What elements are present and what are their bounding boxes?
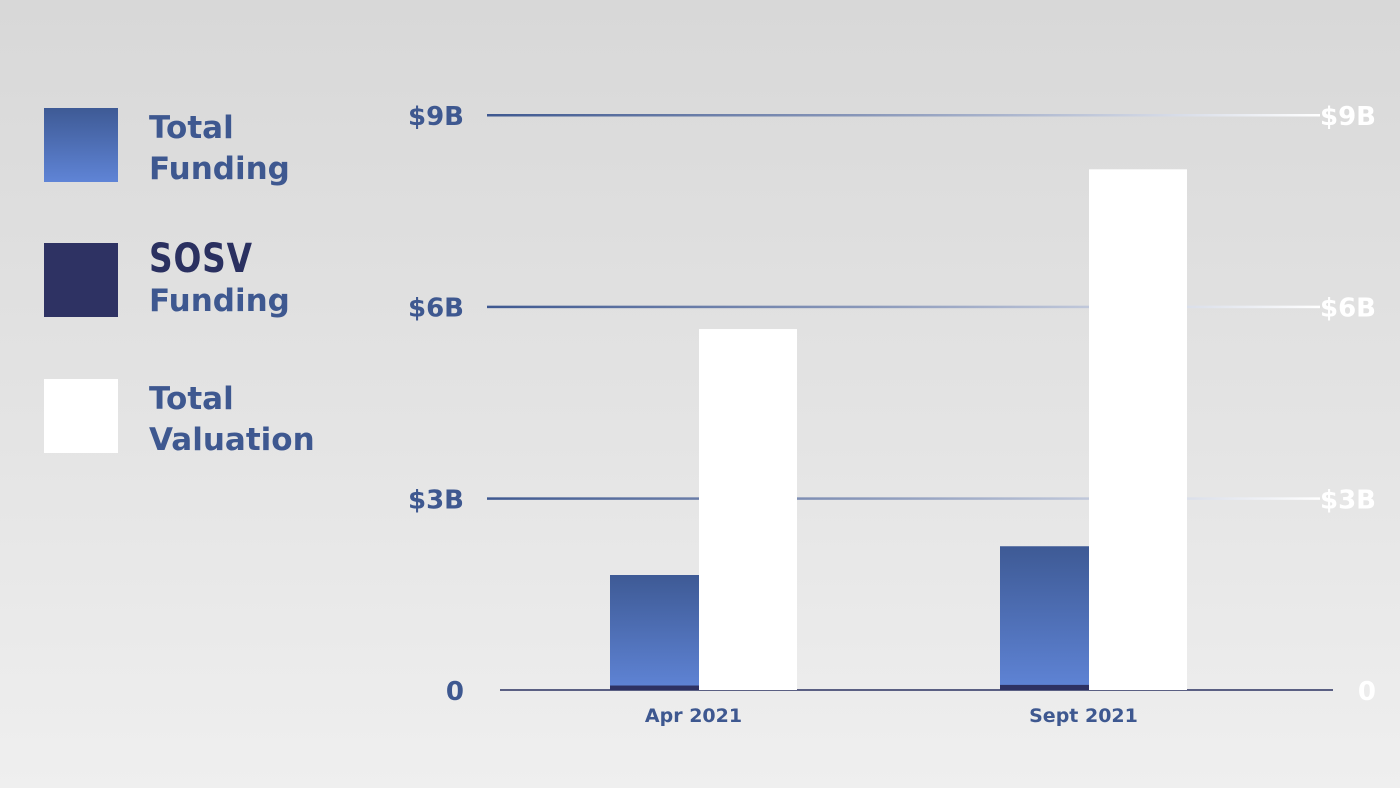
y-tick-label-left: $6B (408, 294, 464, 324)
axis-labels: 0 0 $3B $3B $6B $6B $9B $9B Apr 2021 Sept 2021 (408, 102, 1376, 727)
x-category-label: Apr 2021 (645, 705, 742, 727)
bars (610, 169, 1187, 691)
legend-label-line2: Funding (149, 283, 290, 319)
y-tick-label-left: $3B (408, 485, 464, 515)
gridline (487, 497, 1320, 500)
legend-swatch-total-valuation (44, 379, 118, 453)
legend-item-total-funding: Total Funding (44, 108, 344, 188)
x-category-label: Sept 2021 (1029, 705, 1138, 727)
legend-item-sosv-funding: SOSV Funding (44, 237, 344, 323)
sosv-logo: SOSV (149, 236, 253, 282)
legend-label-total-valuation: Total Valuation (149, 379, 369, 461)
legend-label-line2: Valuation (149, 422, 315, 458)
bar-total-valuation (1089, 169, 1187, 691)
legend-label-sosv-funding: SOSV Funding (149, 237, 369, 322)
legend-swatch-sosv-funding (44, 243, 118, 317)
gridline (487, 114, 1320, 117)
y-tick-label-right: 0 (1358, 677, 1376, 707)
legend-label-line1: Total (149, 381, 234, 417)
legend-swatch-total-funding (44, 108, 118, 182)
legend-label-line2: Funding (149, 151, 290, 187)
y-tick-label-right: $9B (1320, 102, 1376, 132)
y-tick-label-right: $3B (1320, 485, 1376, 515)
chart-legend: Total Funding SOSV Funding Total Valuati… (0, 0, 340, 788)
bar-total-funding (1000, 546, 1089, 690)
y-tick-label-left: $9B (408, 102, 464, 132)
legend-label-total-funding: Total Funding (149, 108, 369, 190)
y-tick-label-right: $6B (1320, 294, 1376, 324)
legend-item-total-valuation: Total Valuation (44, 379, 344, 459)
bar-sosv-funding (1000, 684, 1089, 690)
bar-total-funding (610, 575, 699, 690)
gridline (487, 305, 1320, 309)
y-tick-label-left: 0 (446, 677, 464, 707)
bar-sosv-funding (610, 685, 699, 690)
bar-total-valuation (699, 329, 797, 690)
legend-label-line1: Total (149, 110, 234, 146)
